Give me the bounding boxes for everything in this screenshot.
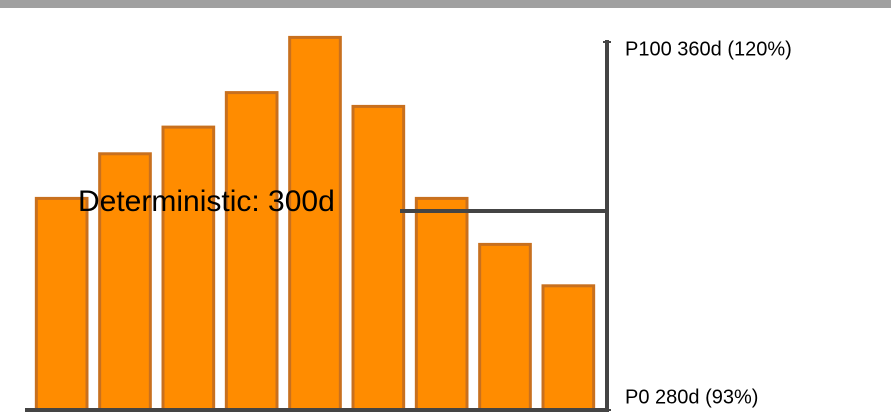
bar xyxy=(541,284,596,412)
bar xyxy=(288,35,342,412)
annotation: Deterministic: 300d xyxy=(78,185,335,218)
y-tick-label: P0 280d (93%) xyxy=(625,386,758,408)
top-bar xyxy=(0,0,891,8)
y-tick-label: P100 360d (120%) xyxy=(625,38,792,60)
bar xyxy=(34,196,89,412)
bar xyxy=(478,242,532,412)
bar xyxy=(161,125,216,412)
bar xyxy=(224,91,279,412)
bar xyxy=(414,196,469,412)
bars xyxy=(34,35,596,412)
bar xyxy=(98,152,152,412)
bar xyxy=(351,104,406,412)
